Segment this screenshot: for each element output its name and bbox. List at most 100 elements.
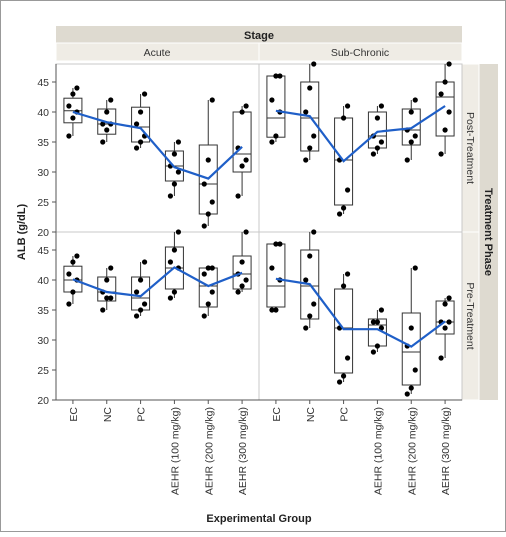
data-point (167, 193, 174, 199)
data-point (108, 295, 114, 301)
data-point (235, 289, 241, 295)
data-point (408, 109, 414, 115)
y-tick-label: 30 (37, 335, 49, 347)
box (435, 300, 455, 335)
data-point (442, 301, 448, 307)
data-point (100, 307, 106, 313)
data-point (239, 259, 245, 265)
data-point (243, 277, 249, 283)
panel-2 (55, 229, 260, 401)
box (334, 288, 354, 374)
mean-line (72, 110, 243, 180)
stage-subchronic-header-bg (258, 42, 463, 62)
x-tick-label: NC (102, 407, 114, 423)
data-point (446, 109, 452, 115)
data-point (374, 343, 381, 349)
x-tick-label: NC (305, 407, 317, 423)
data-point (108, 265, 114, 271)
data-point (412, 97, 418, 103)
y-tick-label: 40 (37, 275, 49, 287)
stage-header-label: Stage (244, 30, 274, 42)
data-point (108, 97, 114, 103)
panel-3 (258, 229, 463, 401)
data-point (340, 283, 347, 289)
data-point (374, 145, 381, 151)
data-point (374, 115, 381, 121)
data-point (205, 211, 211, 217)
data-point (66, 133, 72, 139)
y-tick-label: 40 (37, 107, 49, 119)
data-point (344, 271, 351, 277)
data-point (141, 91, 148, 97)
data-point (277, 241, 283, 247)
data-point (307, 145, 313, 151)
mean-line (275, 105, 446, 163)
data-point (100, 121, 106, 127)
data-point (442, 325, 448, 331)
data-point (408, 139, 414, 145)
data-point (235, 193, 241, 199)
data-point (269, 307, 275, 313)
y-tick-label: 35 (37, 137, 49, 149)
mean-line (275, 277, 446, 348)
data-point (141, 259, 148, 265)
data-point (100, 139, 106, 145)
data-point (133, 289, 140, 295)
data-point (243, 229, 249, 235)
data-point (446, 295, 452, 301)
y-tick-label: 20 (37, 227, 49, 239)
stage-acute-label: Acute (144, 47, 171, 59)
phase-pre-label: Pre-Treatment (464, 282, 476, 349)
data-point (201, 223, 207, 229)
data-point (344, 187, 351, 193)
axes-layer: 20 25 30 35 40 45 20 25 30 35 40 45 EC NC PC AEHR (100 … (37, 64, 462, 495)
data-point (66, 103, 72, 109)
x-tick-label: PC (339, 407, 351, 422)
data-point (307, 253, 313, 259)
data-point (344, 355, 351, 361)
data-point (205, 265, 211, 271)
data-point (205, 157, 211, 163)
phase-post-label: Post-Treatment (464, 112, 476, 184)
data-point (269, 97, 275, 103)
data-point (133, 121, 140, 127)
data-point (175, 169, 182, 175)
data-point (307, 85, 313, 91)
data-point (133, 313, 140, 319)
data-point (378, 325, 385, 331)
data-point (307, 313, 313, 319)
data-point (438, 91, 444, 97)
x-tick-label: AEHR (100 mg/kg) (372, 407, 384, 495)
data-point (141, 301, 148, 307)
data-point (104, 277, 110, 283)
x-tick-label: AEHR (100 mg/kg) (169, 407, 181, 495)
mean-line (72, 266, 243, 298)
data-point (133, 145, 140, 151)
panel-frame (55, 231, 260, 401)
phase-header-label: Treatment Phase (482, 188, 494, 276)
data-point (273, 241, 279, 247)
x-tick-label: AEHR (300 mg/kg) (440, 407, 452, 495)
data-point (412, 265, 418, 271)
data-point (137, 307, 144, 313)
data-point (104, 109, 110, 115)
panel-0 (55, 63, 260, 233)
data-point (374, 319, 381, 325)
data-point (104, 295, 110, 301)
data-point (438, 355, 444, 361)
y-tick-label: 35 (37, 305, 49, 317)
data-point (438, 151, 444, 157)
data-point (370, 349, 377, 355)
data-point (70, 91, 76, 97)
data-point (336, 379, 343, 385)
data-point (209, 289, 215, 295)
x-tick-label: EC (68, 407, 80, 422)
y-tick-label: 30 (37, 167, 49, 179)
x-tick-label: PC (136, 407, 148, 422)
data-point (303, 157, 309, 163)
data-point (340, 373, 347, 379)
data-point (175, 139, 182, 145)
data-point (167, 259, 174, 265)
data-point (412, 133, 418, 139)
